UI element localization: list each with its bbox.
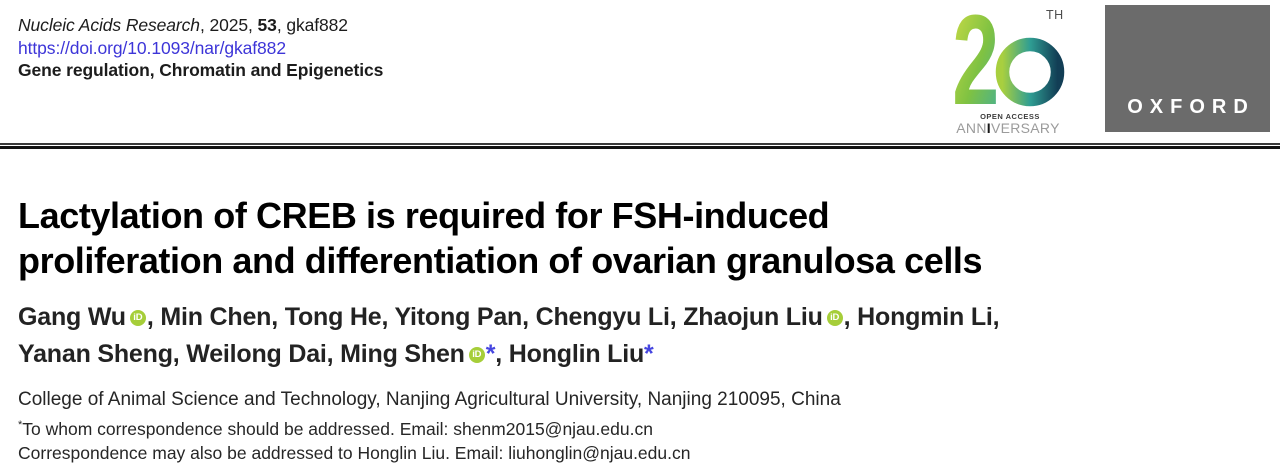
journal-section: Gene regulation, Chromatin and Epigeneti… [18, 60, 384, 80]
authors-end-1: , Hongmin Li, [843, 303, 1000, 331]
corresponding-author-mark: * [485, 340, 496, 368]
correspondence-note-1: *To whom correspondence should be addres… [18, 415, 1260, 440]
correspondence-mark: * [18, 419, 23, 431]
oxford-logo-label: OXFORD [1127, 96, 1255, 118]
journal-meta: Nucleic Acids Research, 2025, 53, gkaf88… [18, 14, 1280, 82]
oxford-logo: OXFORD [1105, 5, 1270, 132]
anniversary-word-i: I [987, 120, 991, 136]
affiliation: College of Animal Science and Technology… [18, 389, 841, 410]
article-title-line1: Lactylation of CREB is required for FSH-… [18, 195, 830, 236]
article-header: Lactylation of CREB is required for FSH-… [0, 193, 1280, 464]
corresponding-author-mark: * [644, 340, 654, 368]
orcid-icon[interactable]: iD [826, 310, 843, 326]
author-list: Gang Wu iD, Min Chen, Tong He, Yitong Pan… [18, 299, 1260, 373]
anniversary-20th-graphic: 2 TH OPEN ACCESS ANNIVERSARY [952, 0, 1065, 136]
correspondence-text-1: To whom correspondence should be address… [22, 418, 653, 439]
article-id: , gkaf882 [276, 15, 348, 35]
article-title-line2: proliferation and differentiation of ova… [18, 240, 983, 281]
orcid-icon[interactable]: iD [468, 347, 485, 363]
authors-start-2: Yanan Sheng, Weilong Dai, Ming Shen [18, 340, 465, 368]
correspondence-note-2: Correspondence may also be addressed to … [18, 442, 691, 463]
journal-header: Nucleic Acids Research, 2025, 53, gkaf88… [0, 0, 1280, 143]
anniversary-word-post: VERSARY [991, 120, 1060, 136]
doi-link[interactable]: https://doi.org/10.1093/nar/gkaf882 [18, 37, 286, 58]
orcid-icon[interactable]: iD [129, 310, 146, 326]
journal-citation: Nucleic Acids Research, 2025, 53, gkaf88… [18, 14, 1280, 37]
anniversary-word: ANNIVERSARY [956, 120, 1060, 136]
authors-middle-1: , Min Chen, Tong He, Yitong Pan, Chengyu… [146, 303, 823, 331]
volume-number: 53 [257, 15, 277, 35]
article-title: Lactylation of CREB is required for FSH-… [18, 193, 1260, 283]
journal-name: Nucleic Acids Research [18, 15, 200, 35]
anniversary-digit-2: 2 [953, 3, 999, 131]
anniversary-word-pre: ANN [956, 120, 986, 136]
author-line-1: Gang Wu iD, Min Chen, Tong He, Yitong Pan… [18, 299, 1260, 336]
anniversary-digit-0 [995, 37, 1065, 107]
header-divider-rule [0, 143, 1280, 149]
author-gang-wu: Gang Wu [18, 303, 126, 331]
author-line-2: Yanan Sheng, Weilong Dai, Ming Shen iD *, … [18, 336, 1260, 373]
authors-middle-2: , Honglin Liu [495, 340, 645, 368]
open-access-label: OPEN ACCESS [980, 112, 1040, 121]
anniversary-20th-logo: 2 TH OPEN ACCESS ANNIVERSARY [952, 0, 1067, 137]
citation-year: , 2025, [199, 15, 258, 35]
anniversary-th-superscript: TH [1046, 8, 1064, 22]
